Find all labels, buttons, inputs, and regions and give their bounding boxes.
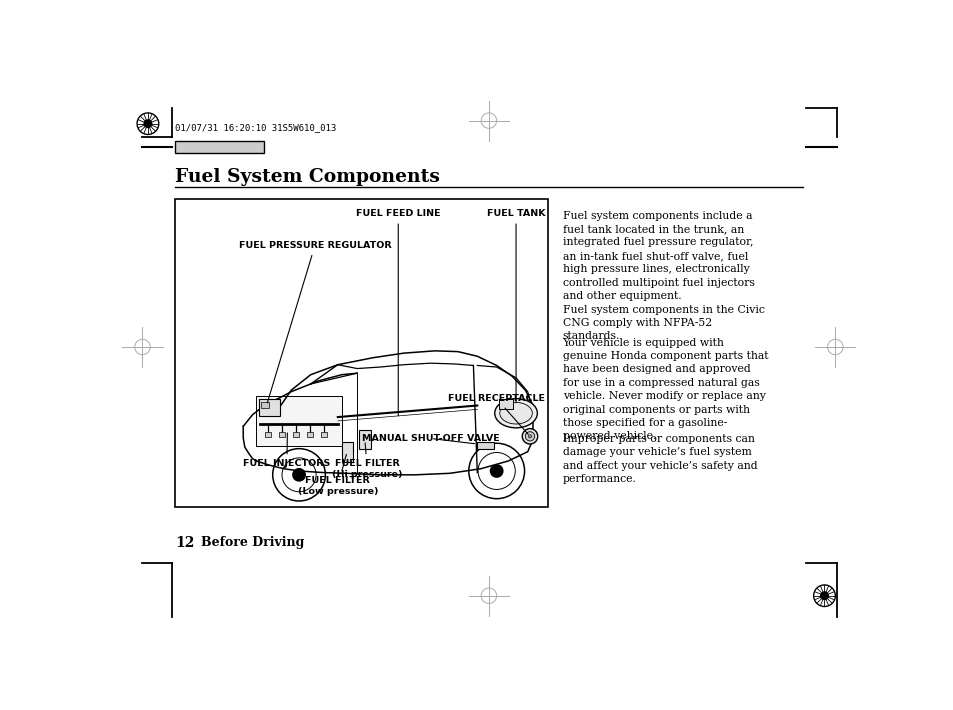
Text: FUEL TANK: FUEL TANK — [486, 209, 545, 403]
Text: 01/07/31 16:20:10 31S5W610_013: 01/07/31 16:20:10 31S5W610_013 — [174, 123, 336, 132]
Bar — [256, 395, 341, 446]
Text: FUEL FEED LINE: FUEL FEED LINE — [355, 209, 440, 416]
Text: Fuel system components include a
fuel tank located in the trunk, an
integrated f: Fuel system components include a fuel ta… — [562, 211, 754, 301]
Circle shape — [820, 592, 827, 599]
Bar — [258, 399, 280, 416]
Text: Fuel system components in the Civic
CNG comply with NFPA-52
standards.: Fuel system components in the Civic CNG … — [562, 305, 763, 342]
Ellipse shape — [495, 398, 537, 428]
Bar — [476, 442, 494, 449]
Circle shape — [144, 120, 152, 128]
Text: FUEL FILTER
(Low pressure): FUEL FILTER (Low pressure) — [297, 454, 377, 496]
Ellipse shape — [499, 403, 532, 424]
Bar — [293, 432, 298, 437]
Bar — [320, 432, 327, 437]
Text: Improper parts or components can
damage your vehicle’s fuel system
and affect yo: Improper parts or components can damage … — [562, 434, 757, 484]
Bar — [174, 141, 264, 153]
Text: FUEL RECEPTACLE: FUEL RECEPTACLE — [448, 394, 544, 435]
Bar — [174, 200, 547, 507]
Text: FUEL FILTER
(Hi pressure): FUEL FILTER (Hi pressure) — [332, 443, 402, 479]
Bar — [261, 402, 269, 408]
Bar — [307, 432, 313, 437]
Text: Your vehicle is equipped with
genuine Honda component parts that
have been desig: Your vehicle is equipped with genuine Ho… — [562, 338, 767, 442]
Text: Before Driving: Before Driving — [200, 537, 304, 550]
Bar — [498, 399, 513, 408]
Circle shape — [521, 429, 537, 444]
Circle shape — [525, 432, 534, 441]
Bar — [278, 432, 285, 437]
Text: FUEL PRESSURE REGULATOR: FUEL PRESSURE REGULATOR — [238, 241, 391, 403]
Text: FUEL INJECTORS: FUEL INJECTORS — [243, 433, 330, 469]
Bar — [359, 430, 371, 449]
Circle shape — [293, 469, 305, 481]
Text: Fuel System Components: Fuel System Components — [174, 168, 439, 186]
Circle shape — [490, 465, 502, 477]
Bar — [341, 442, 353, 462]
Text: MANUAL SHUT-OFF VALVE: MANUAL SHUT-OFF VALVE — [361, 434, 499, 444]
Bar — [265, 432, 271, 437]
Text: 12: 12 — [174, 537, 194, 550]
Circle shape — [528, 435, 531, 438]
